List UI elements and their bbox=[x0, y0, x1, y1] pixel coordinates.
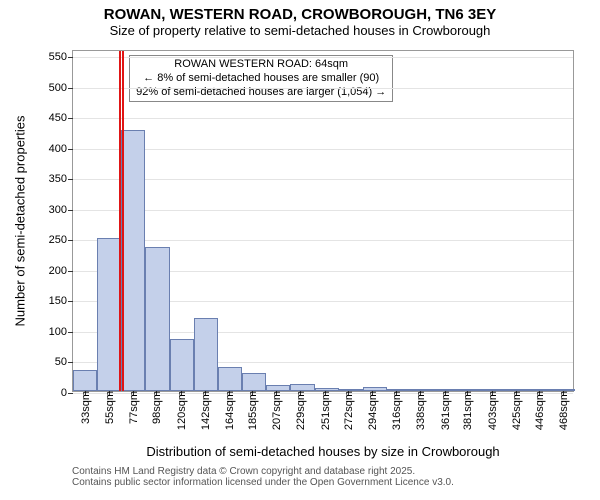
ytick-label: 450 bbox=[49, 112, 73, 124]
gridline bbox=[73, 88, 573, 89]
histogram-bar bbox=[194, 318, 218, 391]
histogram-bar bbox=[170, 339, 194, 391]
xtick-label: 33sqm bbox=[78, 391, 92, 424]
gridline bbox=[73, 118, 573, 119]
gridline bbox=[73, 179, 573, 180]
histogram-bar bbox=[242, 373, 266, 391]
histogram-bar bbox=[218, 367, 242, 391]
footer-licence: Contains public sector information licen… bbox=[72, 477, 454, 488]
ytick-label: 550 bbox=[49, 51, 73, 63]
xtick-label: 77sqm bbox=[126, 391, 140, 424]
gridline bbox=[73, 57, 573, 58]
xtick-label: 468sqm bbox=[556, 391, 570, 430]
ytick-label: 250 bbox=[49, 234, 73, 246]
gridline bbox=[73, 210, 573, 211]
gridline bbox=[73, 149, 573, 150]
footer-copyright: Contains HM Land Registry data © Crown c… bbox=[72, 466, 454, 477]
xtick-label: 229sqm bbox=[293, 391, 307, 430]
histogram-bar bbox=[145, 247, 169, 391]
property-indicator-line bbox=[122, 51, 124, 391]
chart-footer: Contains HM Land Registry data © Crown c… bbox=[72, 466, 454, 488]
xtick-label: 294sqm bbox=[365, 391, 379, 430]
y-axis-label: Number of semi-detached properties bbox=[13, 116, 28, 327]
ytick-label: 100 bbox=[49, 326, 73, 338]
xtick-label: 142sqm bbox=[198, 391, 212, 430]
property-indicator-line bbox=[119, 51, 121, 391]
ytick-label: 200 bbox=[49, 265, 73, 277]
xtick-label: 98sqm bbox=[149, 391, 163, 424]
xtick-label: 164sqm bbox=[222, 391, 236, 430]
histogram-bar bbox=[97, 238, 121, 391]
ytick-label: 150 bbox=[49, 295, 73, 307]
xtick-label: 361sqm bbox=[438, 391, 452, 430]
xtick-label: 425sqm bbox=[509, 391, 523, 430]
x-axis-label: Distribution of semi-detached houses by … bbox=[72, 444, 574, 459]
chart-subtitle: Size of property relative to semi-detach… bbox=[0, 23, 600, 38]
xtick-label: 316sqm bbox=[389, 391, 403, 430]
ytick-label: 300 bbox=[49, 204, 73, 216]
ytick-label: 50 bbox=[55, 356, 73, 368]
histogram-bar bbox=[290, 384, 314, 391]
xtick-label: 338sqm bbox=[413, 391, 427, 430]
chart-title: ROWAN, WESTERN ROAD, CROWBOROUGH, TN6 3E… bbox=[0, 0, 600, 23]
ytick-label: 350 bbox=[49, 173, 73, 185]
info-line-smaller: ← 8% of semi-detached houses are smaller… bbox=[136, 72, 386, 86]
xtick-label: 120sqm bbox=[174, 391, 188, 430]
gridline bbox=[73, 240, 573, 241]
ytick-label: 0 bbox=[61, 387, 73, 399]
xtick-label: 185sqm bbox=[245, 391, 259, 430]
ytick-label: 400 bbox=[49, 143, 73, 155]
property-info-box: ROWAN WESTERN ROAD: 64sqm ← 8% of semi-d… bbox=[129, 55, 393, 102]
xtick-label: 207sqm bbox=[269, 391, 283, 430]
chart-plot-area: ROWAN WESTERN ROAD: 64sqm ← 8% of semi-d… bbox=[72, 50, 574, 392]
info-line-property: ROWAN WESTERN ROAD: 64sqm bbox=[136, 58, 386, 72]
histogram-bar bbox=[121, 130, 145, 391]
xtick-label: 446sqm bbox=[532, 391, 546, 430]
xtick-label: 272sqm bbox=[341, 391, 355, 430]
xtick-label: 55sqm bbox=[102, 391, 116, 424]
xtick-label: 381sqm bbox=[460, 391, 474, 430]
histogram-bar bbox=[73, 370, 97, 391]
xtick-label: 251sqm bbox=[318, 391, 332, 430]
xtick-label: 403sqm bbox=[485, 391, 499, 430]
ytick-label: 500 bbox=[49, 82, 73, 94]
